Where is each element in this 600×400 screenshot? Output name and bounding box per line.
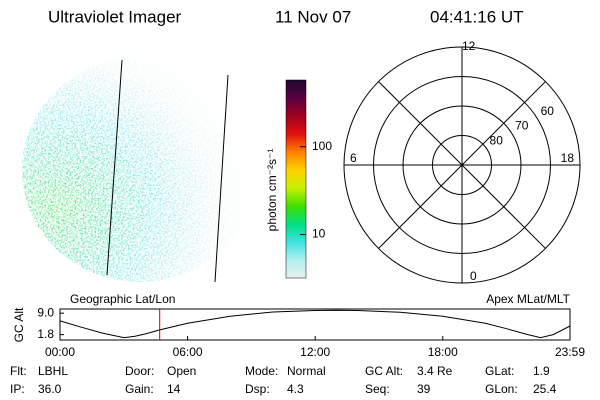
polar-ring [432,135,492,195]
status-label: Mode: [245,364,278,378]
date: 11 Nov 07 [275,7,351,26]
status-label: GLon: [485,382,518,396]
status-value: LBHL [38,364,68,378]
y-tick-label: 9.0 [37,305,54,319]
mlt-label: 18 [561,151,575,165]
status-value: Open [167,364,196,378]
lon-line [106,59,123,276]
altitude-line [59,309,571,339]
status-label: Gain: [125,382,154,396]
colorbar-label: photon cm⁻²s⁻¹ [265,149,279,232]
time: 04:41:16 UT [430,7,524,26]
mlt-label: 0 [470,269,477,283]
status-label: GC Alt: [365,364,403,378]
earth-image [22,58,250,282]
status-label: Seq: [365,382,390,396]
colorbar-tick-label: 10 [312,227,326,241]
status-value: 14 [167,382,181,396]
status-value: 36.0 [38,382,62,396]
polar-ring-label: 60 [541,104,555,118]
status-value: 3.4 Re [417,364,453,378]
status-label: Door: [125,364,154,378]
status-value: Normal [287,364,326,378]
polar-ring [373,76,551,254]
x-tick-label: 23:59 [555,345,585,359]
status-label: Flt: [10,364,27,378]
status-value: 25.4 [533,382,557,396]
status-label: Dsp: [245,382,270,396]
polar-ring [402,105,522,225]
y-tick-label: 1.8 [37,327,54,341]
lon-line [214,74,229,283]
earth-disc [22,58,250,282]
status-value: 4.3 [287,382,304,396]
status-label: GLat: [485,364,514,378]
x-tick-label: 00:00 [45,345,75,359]
colorbar-tick-label: 100 [312,139,332,153]
mlt-label: 12 [462,39,476,53]
status-value: 39 [417,382,431,396]
y-axis-label: GC Alt [12,307,26,342]
status-value: 1.9 [533,364,550,378]
mlt-label: 6 [350,151,357,165]
plot-right-title: Apex MLat/MLT [486,292,570,306]
polar-ring-label: 70 [515,119,529,133]
plot-frame [59,308,571,341]
title: Ultraviolet Imager [48,7,182,26]
polar-ring-label: 80 [490,133,504,147]
x-tick-label: 18:00 [428,345,458,359]
x-tick-label: 12:00 [300,345,330,359]
colorbar [285,79,307,279]
x-tick-label: 06:00 [173,345,203,359]
plot-left-title: Geographic Lat/Lon [70,292,175,306]
status-label: IP: [10,382,25,396]
